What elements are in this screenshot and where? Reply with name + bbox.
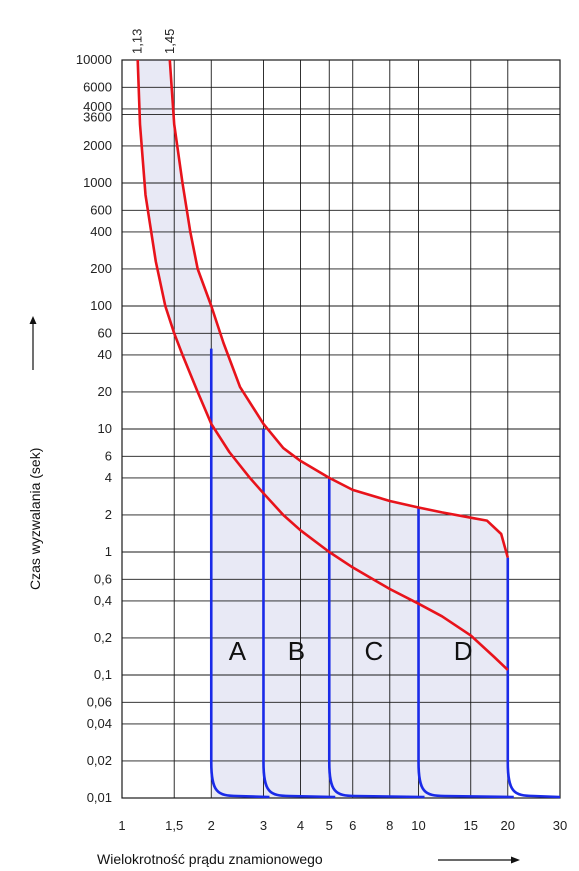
x-top-tick-label: 1,45 [162, 29, 177, 54]
region-label-b: B [288, 636, 305, 666]
x-axis-label: Wielokrotność prądu znamionowego [97, 851, 323, 867]
y-tick-label: 1000 [83, 175, 112, 190]
x-tick-label: 2 [208, 818, 215, 833]
trip-line-c [327, 477, 425, 799]
y-tick-label: 600 [90, 202, 112, 217]
upper-limit-curve [168, 59, 510, 558]
x-tick-label: 10 [411, 818, 425, 833]
trip-line-a [209, 348, 270, 799]
y-tick-label: 40 [98, 347, 112, 362]
y-tick-label: 2 [105, 507, 112, 522]
x-tick-label: 30 [553, 818, 567, 833]
y-axis-label: Czas wyzwalania (sek) [27, 448, 43, 590]
region-fill-a [211, 423, 264, 798]
x-tick-label: 1 [118, 818, 125, 833]
x-tick-label: 1,5 [165, 818, 183, 833]
x-tick-label: 3 [260, 818, 267, 833]
y-tick-label: 10 [98, 421, 112, 436]
region-label-a: A [229, 636, 247, 666]
x-tick-label: 5 [326, 818, 333, 833]
y-tick-label: 400 [90, 224, 112, 239]
region-fill-d [418, 603, 508, 798]
y-tick-label: 10000 [76, 52, 112, 67]
x-tick-label: 15 [464, 818, 478, 833]
x-top-tick-label: 1,13 [130, 29, 145, 54]
y-tick-label: 1 [105, 544, 112, 559]
region-label-d: D [454, 636, 473, 666]
x-axis-arrow [438, 856, 520, 864]
y-tick-label: 0,4 [94, 593, 112, 608]
y-tick-label: 4 [105, 470, 112, 485]
x-tick-label: 20 [501, 818, 515, 833]
y-tick-label: 60 [98, 325, 112, 340]
region-label-c: C [365, 636, 384, 666]
y-tick-label: 0,1 [94, 667, 112, 682]
trip-line-d [417, 507, 514, 799]
y-tick-label: 0,02 [87, 753, 112, 768]
y-tick-label: 4000 [83, 99, 112, 114]
x-tick-label: 6 [349, 818, 356, 833]
y-tick-label: 0,6 [94, 571, 112, 586]
y-tick-label: 100 [90, 298, 112, 313]
y-tick-label: 3600 [83, 110, 112, 125]
y-tick-label: 2000 [83, 138, 112, 153]
trip-line-end [506, 557, 561, 799]
y-axis-arrow [29, 316, 37, 370]
tolerance-band-fill [137, 60, 508, 670]
curves-layer: A B C D [136, 59, 561, 799]
y-tick-label: 0,04 [87, 716, 112, 731]
y-tick-label: 20 [98, 384, 112, 399]
trip-line-b [262, 429, 336, 799]
y-tick-label: 0,2 [94, 630, 112, 645]
x-tick-label: 8 [386, 818, 393, 833]
y-tick-label: 200 [90, 261, 112, 276]
x-tick-label: 4 [297, 818, 304, 833]
y-tick-label: 0,01 [87, 790, 112, 805]
region-fill-b [263, 493, 330, 798]
y-tick-label: 6000 [83, 79, 112, 94]
y-tick-label: 6 [105, 448, 112, 463]
y-tick-label: 0,06 [87, 694, 112, 709]
fills-layer [137, 60, 508, 798]
lower-limit-curve [136, 59, 509, 671]
